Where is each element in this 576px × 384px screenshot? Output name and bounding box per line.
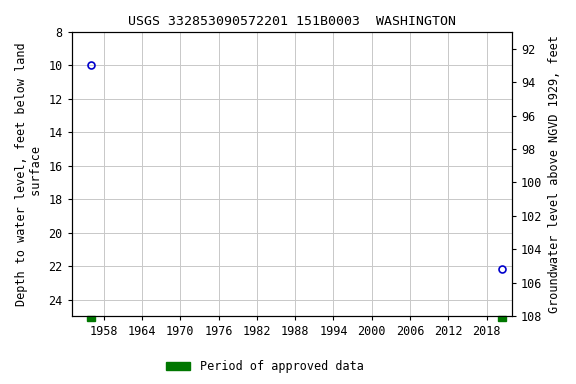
- Title: USGS 332853090572201 151B0003  WASHINGTON: USGS 332853090572201 151B0003 WASHINGTON: [128, 15, 456, 28]
- Legend: Period of approved data: Period of approved data: [162, 356, 368, 378]
- Y-axis label: Depth to water level, feet below land
 surface: Depth to water level, feet below land su…: [15, 42, 43, 306]
- Bar: [498, 316, 506, 321]
- Y-axis label: Groundwater level above NGVD 1929, feet: Groundwater level above NGVD 1929, feet: [548, 35, 561, 313]
- Bar: [86, 316, 96, 321]
